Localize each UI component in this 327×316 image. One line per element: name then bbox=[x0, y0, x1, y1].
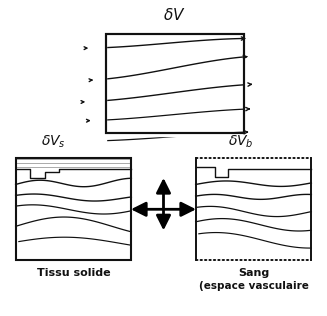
Bar bbox=[16, 158, 131, 260]
Bar bbox=[16, 158, 131, 260]
Bar bbox=[244, 3, 324, 313]
Text: $\delta V$: $\delta V$ bbox=[164, 7, 186, 23]
Bar bbox=[106, 3, 244, 34]
Text: Sang: Sang bbox=[238, 268, 269, 278]
Text: $\delta V_b$: $\delta V_b$ bbox=[228, 134, 253, 150]
Bar bbox=[3, 3, 106, 313]
Bar bbox=[106, 133, 244, 137]
Text: (espace vasculaire: (espace vasculaire bbox=[198, 281, 308, 291]
Text: $\delta V_s$: $\delta V_s$ bbox=[41, 134, 66, 150]
Bar bbox=[106, 34, 244, 133]
Text: Tissu solide: Tissu solide bbox=[37, 268, 110, 278]
Bar bbox=[106, 34, 244, 133]
Bar bbox=[196, 158, 311, 260]
Bar bbox=[106, 34, 244, 133]
